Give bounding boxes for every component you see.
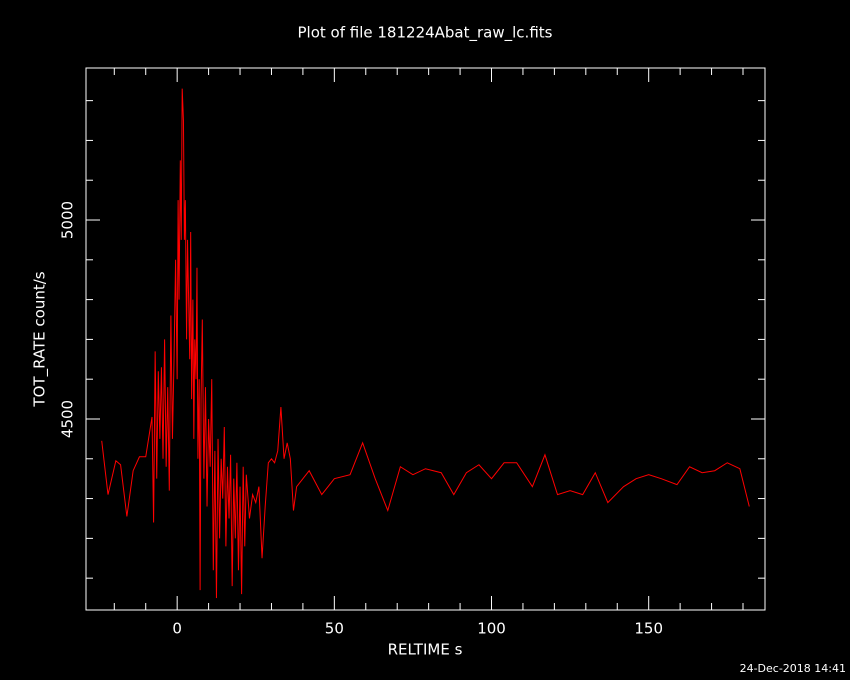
x-axis-label: RELTIME s	[388, 641, 463, 659]
chart-title: Plot of file 181224Abat_raw_lc.fits	[298, 24, 553, 43]
x-tick-label: 150	[634, 620, 663, 638]
y-tick-label: 5000	[59, 201, 77, 239]
plot-frame	[85, 67, 766, 611]
data-line	[101, 88, 750, 599]
y-tick-label: 4500	[59, 400, 77, 438]
x-tick-label: 50	[325, 620, 344, 638]
x-tick-label: 100	[477, 620, 506, 638]
x-tick-label: 0	[172, 620, 182, 638]
timestamp: 24-Dec-2018 14:41	[740, 662, 846, 675]
y-axis-label: TOT_RATE count/s	[31, 271, 50, 407]
